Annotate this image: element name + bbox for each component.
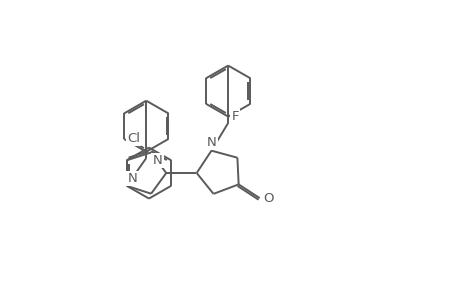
Text: Cl: Cl [127,132,140,145]
Text: O: O [262,192,273,205]
Text: F: F [231,110,238,123]
Text: N: N [206,136,216,149]
Text: N: N [152,154,162,167]
Text: N: N [127,172,137,185]
